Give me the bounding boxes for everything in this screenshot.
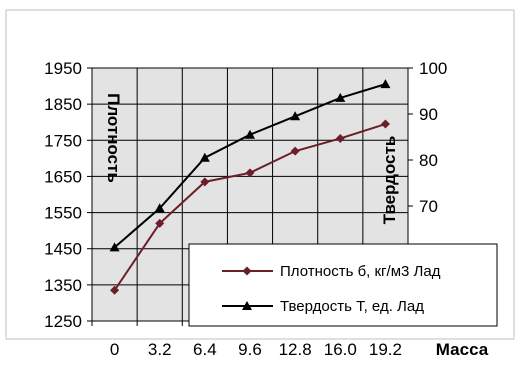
series-2-point	[199, 152, 210, 162]
x-tick-label: 6.4	[193, 340, 217, 359]
series-2-point	[335, 92, 346, 102]
right-axis-title: Твердость	[380, 136, 399, 225]
legend-label-1: Плотность б, кг/м3 Лад	[280, 263, 441, 280]
x-tick-label: 9.6	[238, 340, 262, 359]
series-1-point	[200, 177, 210, 187]
left-tick-label: 1750	[44, 131, 82, 150]
legend-label-2: Твердость Т, ед. Лад	[280, 298, 424, 315]
legend-marker-2	[242, 301, 252, 310]
left-tick-label: 1350	[44, 276, 82, 295]
legend-items: Плотность б, кг/м3 Лад Твердость Т, ед. Л…	[222, 263, 441, 315]
legend-box	[188, 243, 498, 327]
right-tick-label: 90	[419, 105, 438, 124]
tick-layer: 1250135014501550165017501850195050607080…	[44, 59, 447, 359]
legend-marker-1	[242, 266, 252, 276]
series-2-point	[245, 129, 255, 139]
right-tick-label: 100	[419, 59, 447, 78]
series-2-point	[380, 79, 391, 89]
left-tick-label: 1550	[44, 204, 82, 223]
left-tick-label: 1450	[44, 240, 82, 259]
left-tick-label: 1850	[44, 95, 82, 114]
series-2-point	[290, 111, 301, 121]
x-tick-label: 3.2	[148, 340, 172, 359]
series-2-point	[109, 242, 120, 252]
right-tick-label: 70	[419, 197, 438, 216]
x-tick-label: 0	[110, 340, 119, 359]
series-1-point	[290, 146, 300, 156]
legend: Плотность б, кг/м3 Лад Твердость Т, ед. Л…	[188, 243, 498, 327]
series-1-point	[155, 218, 165, 228]
left-tick-label: 1250	[44, 312, 82, 331]
right-tick-label: 80	[419, 151, 438, 170]
series-1-point	[245, 168, 255, 178]
series-1-point	[380, 119, 390, 129]
series-1-point	[335, 133, 345, 143]
x-axis-title: Масса	[436, 340, 489, 359]
series-layer	[109, 79, 391, 295]
left-tick-label: 1950	[44, 59, 82, 78]
x-tick-label: 16.0	[324, 340, 357, 359]
series-1-point	[110, 285, 120, 295]
x-tick-label: 12.8	[279, 340, 312, 359]
left-axis-title: Плотность	[104, 93, 123, 183]
left-tick-label: 1650	[44, 167, 82, 186]
x-tick-label: 19.2	[369, 340, 402, 359]
series-2-point	[154, 203, 165, 213]
